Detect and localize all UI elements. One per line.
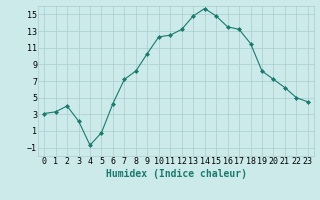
X-axis label: Humidex (Indice chaleur): Humidex (Indice chaleur) [106, 169, 246, 179]
